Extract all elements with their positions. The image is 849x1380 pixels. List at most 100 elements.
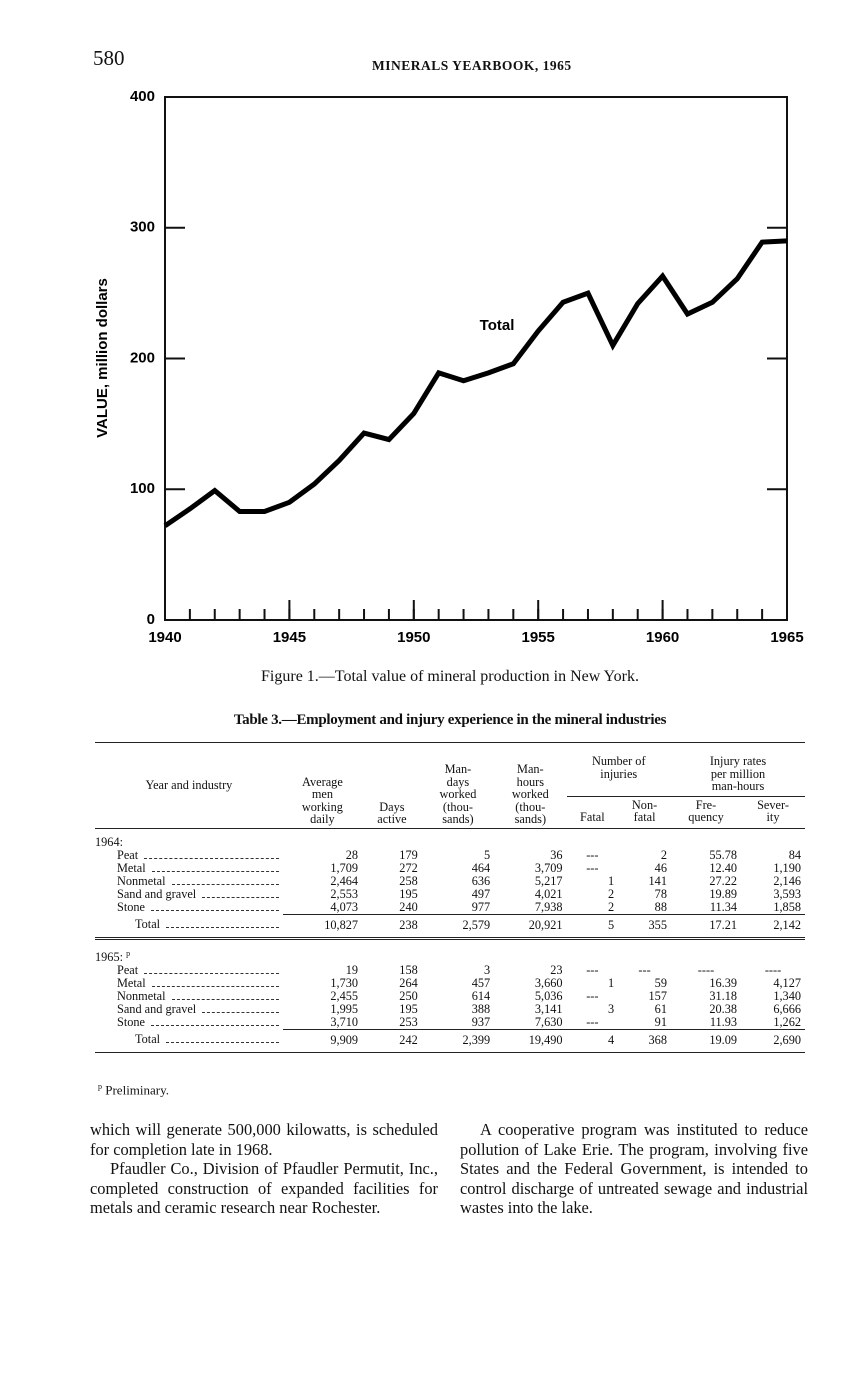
table-row: Nonmetal 2,455 250 614 5,036 --- 157 31.18 1,340 [95, 988, 805, 1003]
header-line: Year and industry [145, 778, 233, 792]
leader: Metal [117, 861, 279, 875]
section-label-text: 1965: [95, 949, 124, 964]
leader: Total [135, 918, 279, 931]
row-label: Sand and gravel [117, 1001, 197, 1016]
table-cell: 195 [399, 886, 418, 901]
table-cell: 238 [362, 913, 422, 940]
table-cell: ---- [764, 962, 782, 977]
header-line: hours [516, 774, 544, 789]
leader: Total [135, 1033, 279, 1046]
header-line: Non- [631, 797, 658, 812]
header-line: (thou- [442, 799, 473, 814]
table-cell: ---- [697, 962, 715, 977]
table-cell: 5,217 [534, 873, 563, 888]
y-tick-label: 300 [130, 219, 155, 236]
y-tick-label: 0 [147, 611, 155, 628]
header-line: worked [511, 787, 549, 801]
paragraph: which will generate 500,000 kilowatts, i… [90, 1120, 438, 1159]
leader-fill [202, 896, 279, 898]
header-line: Fatal [580, 810, 605, 824]
leader-fill [171, 883, 279, 885]
table-cell: 27.22 [709, 873, 738, 888]
table-row: Nonmetal 2,464 258 636 5,217 1 141 27.22 2,146 [95, 873, 805, 888]
x-tick-label: 1950 [397, 629, 430, 646]
table-cell: 88 [654, 899, 667, 914]
table-cell: 388 [471, 1001, 491, 1016]
table-cell: 19,490 [494, 1028, 567, 1053]
table-cell: 91 [654, 1014, 667, 1029]
table-cell: 272 [399, 860, 418, 875]
x-tick-label: 1940 [148, 629, 181, 646]
leader: Metal [117, 976, 279, 990]
row-label: Peat [117, 962, 139, 977]
row-label-cell: Nonmetal [95, 989, 283, 1003]
table-cell: 937 [471, 1014, 491, 1029]
leader-fill [166, 1042, 279, 1044]
header-row: Fatal Non-fatal Fre-quency Sever-ity [95, 796, 805, 828]
table-cell: 264 [399, 975, 418, 990]
table-cell: 6,666 [773, 1001, 801, 1016]
table-cell: 457 [471, 975, 491, 990]
table-cell: 179 [399, 847, 418, 862]
table-cell: --- [638, 962, 651, 977]
table-cell: 4,021 [534, 886, 563, 901]
leader: Stone [117, 1015, 279, 1029]
table-cell: 258 [399, 873, 418, 888]
y-axis-label: VALUE, million dollars [94, 278, 111, 438]
row-label: Total [135, 1032, 161, 1047]
x-tick-label: 1960 [646, 629, 679, 646]
row-label-cell: Stone [95, 900, 283, 915]
table-cell: 464 [471, 860, 491, 875]
table-cell: 84 [788, 847, 801, 862]
table-cell: 20.38 [709, 1001, 738, 1016]
table-cell: 2,464 [330, 873, 359, 888]
table-cell: 1,995 [330, 1001, 359, 1016]
leader-fill [171, 998, 279, 1000]
table-cell: 2,690 [741, 1028, 805, 1053]
header-line: (thou- [515, 799, 546, 814]
y-tick-label: 400 [130, 88, 155, 105]
leader-fill [144, 972, 279, 974]
table-cell: 46 [654, 860, 667, 875]
table-cell: 5,036 [534, 988, 563, 1003]
table-cell: 3,709 [534, 860, 563, 875]
table-cell: 4 [566, 1028, 619, 1053]
row-label-cell: Metal [95, 976, 283, 990]
table-cell: 497 [471, 886, 491, 901]
table-cell: 5 [483, 847, 491, 862]
row-label: Total [135, 917, 161, 932]
table-cell: 61 [654, 1001, 667, 1016]
section-marker: p [126, 948, 131, 958]
table-cell: 240 [399, 899, 418, 914]
header-line: Injury rates [709, 754, 767, 768]
table-cell: --- [586, 1014, 599, 1029]
leader: Sand and gravel [117, 886, 279, 901]
table-cell: 141 [648, 873, 667, 888]
table-title: Table 3.—Employment and injury experienc… [233, 712, 667, 728]
table-cell: 55.78 [709, 847, 738, 862]
y-tick-label: 100 [130, 480, 155, 497]
figure-caption: Figure 1.—Total value of mineral product… [261, 668, 639, 685]
x-tick-label: 1965 [770, 629, 803, 646]
row-label: Sand and gravel [117, 886, 197, 901]
table-cell: 16.39 [709, 975, 738, 990]
table-cell: 1,190 [773, 860, 801, 875]
header-line: sands) [514, 812, 547, 826]
table-cell: 59 [654, 975, 667, 990]
column-header: Days active [362, 743, 422, 829]
footnote: p Preliminary. [98, 1082, 169, 1098]
table-cell: 31.18 [709, 988, 738, 1003]
leader: Nonmetal [117, 874, 279, 888]
paragraph: A cooperative program was instituted to … [460, 1120, 808, 1217]
header-line: Number of [591, 754, 646, 768]
text-column: which will generate 500,000 kilowatts, i… [90, 1120, 438, 1218]
table-cell: 250 [399, 988, 418, 1003]
table-cell: 5 [566, 913, 619, 940]
column-header: Non-fatal [618, 796, 671, 828]
series-label: Total [480, 317, 515, 334]
leader-fill [151, 985, 279, 987]
table-cell: 20,921 [494, 913, 567, 940]
section-label: 1964: [95, 828, 805, 849]
row-label-cell: Stone [95, 1015, 283, 1030]
